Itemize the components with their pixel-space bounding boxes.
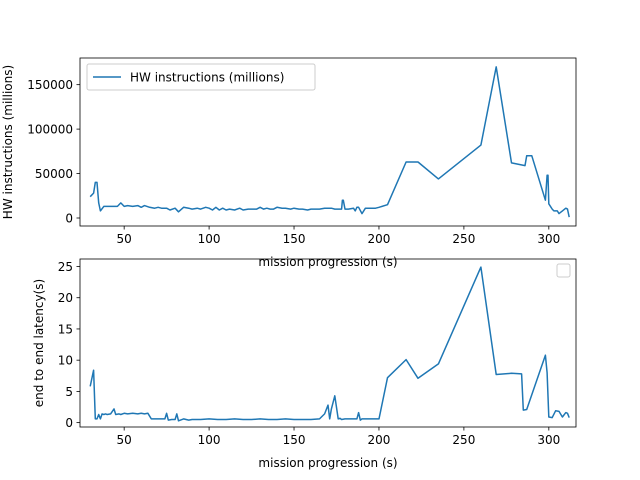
top-x-tick-label: 50 — [117, 232, 132, 246]
bottom-y-tick-label: 15 — [58, 322, 73, 336]
bottom-x-tick-label: 150 — [283, 433, 306, 447]
bottom-legend — [556, 263, 571, 278]
bottom-y-tick-label: 10 — [58, 354, 73, 368]
top-x-tick-label: 300 — [537, 232, 560, 246]
bottom-series-line-0 — [89, 266, 570, 422]
bottom-axes-frame — [79, 258, 577, 428]
bottom-x-tick-label: 50 — [117, 433, 132, 447]
bottom-y-axis-label: end to end latency(s) — [32, 279, 46, 407]
top-y-axis-label: HW instructions (millions) — [1, 65, 15, 219]
bottom-x-tick-label: 250 — [452, 433, 475, 447]
bottom-x-tick-label: 200 — [368, 433, 391, 447]
top-chart-panel: 50 100 150 200 250 300 0 50000 100000 150000 mis… — [1, 57, 577, 269]
top-y-tick-label: 50000 — [35, 167, 73, 181]
top-x-tick-label: 250 — [452, 232, 475, 246]
top-x-tick-label: 100 — [198, 232, 221, 246]
top-y-tick-label: 100000 — [27, 123, 73, 137]
bottom-y-tick-label: 0 — [65, 416, 73, 430]
top-series-line-0 — [89, 66, 570, 218]
top-x-tick-label: 150 — [283, 232, 306, 246]
bottom-x-axis-label: mission progression (s) — [258, 456, 397, 470]
top-legend-label: HW instructions (millions) — [130, 71, 284, 85]
bottom-chart-panel: 50 100 150 200 250 300 0 5 10 15 20 25 mission pro… — [32, 258, 577, 470]
top-x-axis-label: mission progression (s) — [258, 255, 397, 269]
bottom-x-tick-label: 100 — [198, 433, 221, 447]
top-axes-frame — [79, 57, 577, 227]
top-y-tick-label: 150000 — [27, 78, 73, 92]
bottom-x-tick-label: 300 — [537, 433, 560, 447]
bottom-legend-box — [556, 263, 571, 278]
top-legend-box — [86, 63, 316, 91]
bottom-y-tick-label: 5 — [65, 385, 73, 399]
bottom-y-tick-label: 20 — [58, 291, 73, 305]
bottom-y-tick-label: 25 — [58, 260, 73, 274]
top-legend: HW instructions (millions) — [86, 63, 316, 91]
top-x-tick-label: 200 — [368, 232, 391, 246]
top-y-tick-label: 0 — [65, 212, 73, 226]
